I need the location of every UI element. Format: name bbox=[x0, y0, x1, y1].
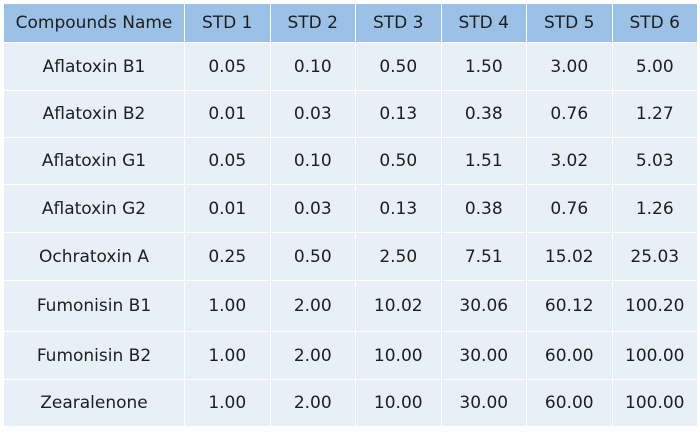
table-row: Fumonisin B2 1.00 2.00 10.00 30.00 60.00… bbox=[3, 331, 698, 380]
std-value-cell: 0.03 bbox=[269, 90, 356, 138]
std-value-cell: 0.01 bbox=[184, 184, 271, 233]
std-value-cell: 15.02 bbox=[526, 232, 613, 281]
std-value-cell: 100.20 bbox=[611, 280, 698, 332]
std-value-cell: 60.00 bbox=[526, 331, 613, 380]
std-value-cell: 5.00 bbox=[611, 42, 698, 91]
std-value-cell: 1.51 bbox=[440, 137, 527, 185]
compound-name-cell: Aflatoxin B1 bbox=[3, 42, 185, 91]
compound-name-cell: Fumonisin B2 bbox=[3, 331, 185, 380]
table-row: Aflatoxin B2 0.01 0.03 0.13 0.38 0.76 1.… bbox=[3, 90, 698, 138]
std-value-cell: 0.13 bbox=[355, 184, 442, 233]
std-value-cell: 0.76 bbox=[526, 90, 613, 138]
compound-name-cell: Aflatoxin G1 bbox=[3, 137, 185, 185]
std-value-cell: 2.00 bbox=[269, 331, 356, 380]
std-value-cell: 0.76 bbox=[526, 184, 613, 233]
table-row: Zearalenone 1.00 2.00 10.00 30.00 60.00 … bbox=[3, 379, 698, 427]
std-value-cell: 1.00 bbox=[184, 331, 271, 380]
std-value-cell: 1.27 bbox=[611, 90, 698, 138]
std-value-cell: 2.00 bbox=[269, 379, 356, 427]
table-row: Ochratoxin A 0.25 0.50 2.50 7.51 15.02 2… bbox=[3, 232, 698, 281]
std-value-cell: 3.02 bbox=[526, 137, 613, 185]
std-value-cell: 0.50 bbox=[355, 137, 442, 185]
compound-name-cell: Ochratoxin A bbox=[3, 232, 185, 281]
std-value-cell: 60.00 bbox=[526, 379, 613, 427]
header-row: Compounds Name STD 1 STD 2 STD 3 STD 4 S… bbox=[3, 3, 698, 43]
standards-table: Compounds Name STD 1 STD 2 STD 3 STD 4 S… bbox=[3, 3, 698, 427]
table-header: Compounds Name STD 1 STD 2 STD 3 STD 4 S… bbox=[3, 3, 698, 43]
std-value-cell: 30.06 bbox=[440, 280, 527, 332]
std-value-cell: 2.50 bbox=[355, 232, 442, 281]
table-body: Aflatoxin B1 0.05 0.10 0.50 1.50 3.00 5.… bbox=[3, 42, 698, 427]
std-value-cell: 0.38 bbox=[440, 184, 527, 233]
std-value-cell: 100.00 bbox=[611, 331, 698, 380]
std-value-cell: 0.38 bbox=[440, 90, 527, 138]
compound-name-cell: Fumonisin B1 bbox=[3, 280, 185, 332]
header-compounds-name: Compounds Name bbox=[3, 3, 185, 43]
table-row: Aflatoxin G1 0.05 0.10 0.50 1.51 3.02 5.… bbox=[3, 137, 698, 185]
std-value-cell: 30.00 bbox=[440, 379, 527, 427]
std-value-cell: 1.26 bbox=[611, 184, 698, 233]
table-row: Fumonisin B1 1.00 2.00 10.02 30.06 60.12… bbox=[3, 280, 698, 332]
std-value-cell: 0.10 bbox=[269, 42, 356, 91]
std-value-cell: 5.03 bbox=[611, 137, 698, 185]
std-value-cell: 0.13 bbox=[355, 90, 442, 138]
std-value-cell: 10.02 bbox=[355, 280, 442, 332]
std-value-cell: 60.12 bbox=[526, 280, 613, 332]
std-value-cell: 0.01 bbox=[184, 90, 271, 138]
table-row: Aflatoxin G2 0.01 0.03 0.13 0.38 0.76 1.… bbox=[3, 184, 698, 233]
std-value-cell: 0.10 bbox=[269, 137, 356, 185]
std-value-cell: 0.03 bbox=[269, 184, 356, 233]
std-value-cell: 2.00 bbox=[269, 280, 356, 332]
std-value-cell: 0.50 bbox=[355, 42, 442, 91]
compound-name-cell: Aflatoxin G2 bbox=[3, 184, 185, 233]
table-row: Aflatoxin B1 0.05 0.10 0.50 1.50 3.00 5.… bbox=[3, 42, 698, 91]
std-value-cell: 7.51 bbox=[440, 232, 527, 281]
compound-name-cell: Aflatoxin B2 bbox=[3, 90, 185, 138]
std-value-cell: 1.00 bbox=[184, 280, 271, 332]
std-value-cell: 10.00 bbox=[355, 331, 442, 380]
std-value-cell: 25.03 bbox=[611, 232, 698, 281]
std-value-cell: 3.00 bbox=[526, 42, 613, 91]
header-std-4: STD 4 bbox=[440, 3, 527, 43]
std-value-cell: 100.00 bbox=[611, 379, 698, 427]
header-std-5: STD 5 bbox=[526, 3, 613, 43]
std-value-cell: 1.50 bbox=[440, 42, 527, 91]
header-std-1: STD 1 bbox=[184, 3, 271, 43]
header-std-6: STD 6 bbox=[611, 3, 698, 43]
header-std-2: STD 2 bbox=[269, 3, 356, 43]
std-value-cell: 0.05 bbox=[184, 137, 271, 185]
std-value-cell: 10.00 bbox=[355, 379, 442, 427]
std-value-cell: 30.00 bbox=[440, 331, 527, 380]
std-value-cell: 1.00 bbox=[184, 379, 271, 427]
std-value-cell: 0.50 bbox=[269, 232, 356, 281]
std-value-cell: 0.05 bbox=[184, 42, 271, 91]
compound-name-cell: Zearalenone bbox=[3, 379, 185, 427]
header-std-3: STD 3 bbox=[355, 3, 442, 43]
std-value-cell: 0.25 bbox=[184, 232, 271, 281]
